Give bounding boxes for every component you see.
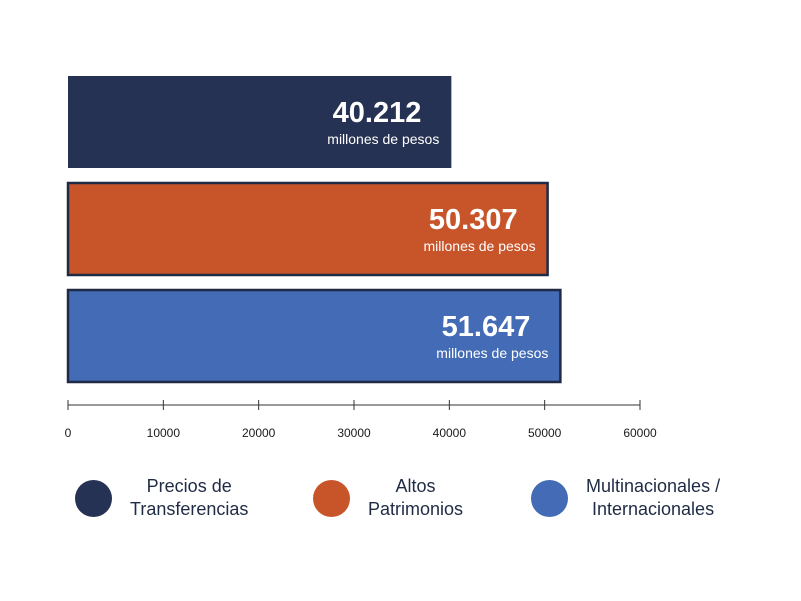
legend-label-line-2: Internacionales	[591, 499, 715, 519]
legend-label-multinacionales-internacionales: Multinacionales / Internacionales	[586, 475, 720, 521]
x-tick-label-20000: 20000	[242, 426, 276, 440]
x-tick-label-0: 0	[65, 426, 72, 440]
bar-3	[66, 288, 562, 384]
legend-swatch-multinacionales-internacionales	[531, 479, 568, 517]
x-tick-label-10000: 10000	[147, 426, 181, 440]
x-tick-label-50000: 50000	[528, 426, 562, 440]
bar-1	[68, 76, 452, 168]
bar-unit-label-3: millones de pesos	[436, 345, 548, 361]
legend-swatch-precios-de-transferencias	[75, 479, 112, 517]
legend-label-line-1: Precios de	[146, 476, 232, 496]
bar-2	[66, 181, 549, 277]
legend-swatch-altos-patrimonios	[313, 479, 350, 517]
legend-label-precios-de-transferencias: Precios de Transferencias	[130, 475, 248, 521]
x-tick-label-60000: 60000	[623, 426, 657, 440]
legend-label-altos-patrimonios: Altos Patrimonios	[368, 475, 463, 521]
legend-label-line-2: Patrimonios	[368, 499, 464, 519]
legend-label-line-2: Transferencias	[130, 499, 249, 519]
legend-item-altos-patrimonios: Altos Patrimonios	[313, 470, 463, 526]
bar-value-label-2: 50.307	[429, 204, 518, 236]
legend-label-line-1: Multinacionales /	[586, 476, 721, 496]
bar-unit-label-1: millones de pesos	[327, 131, 439, 147]
legend-item-precios-de-transferencias: Precios de Transferencias	[75, 470, 248, 526]
bar-value-label-3: 51.647	[442, 311, 531, 343]
legend-item-multinacionales-internacionales: Multinacionales / Internacionales	[531, 470, 720, 526]
bar-unit-label-2: millones de pesos	[424, 238, 536, 254]
x-tick-label-30000: 30000	[337, 426, 371, 440]
legend-label-line-1: Altos	[395, 476, 436, 496]
x-tick-label-40000: 40000	[433, 426, 467, 440]
bar-value-label-1: 40.212	[333, 97, 422, 129]
